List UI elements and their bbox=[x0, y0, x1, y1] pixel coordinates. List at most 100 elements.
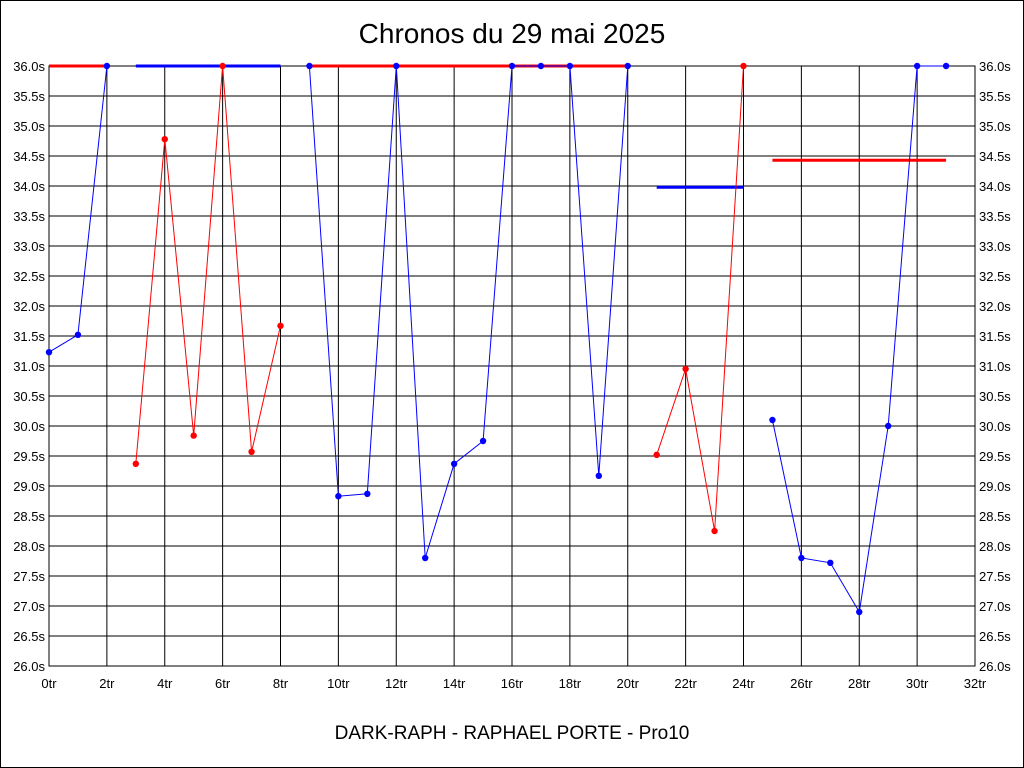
x-tick-label: 2tr bbox=[99, 676, 115, 691]
data-point bbox=[335, 493, 342, 500]
y-tick-label-left: 31.0s bbox=[13, 359, 45, 374]
y-tick-label-left: 32.0s bbox=[13, 299, 45, 314]
data-point bbox=[624, 62, 631, 70]
y-tick-label-right: 28.5s bbox=[979, 509, 1011, 524]
x-tick-label: 16tr bbox=[501, 676, 524, 691]
grid bbox=[48, 65, 976, 667]
y-axis-right: 26.0s 26.5s 27.0s 27.5s 28.0s 28.5s 29.0s 29.5s… bbox=[979, 59, 1011, 674]
data-point bbox=[740, 62, 747, 70]
x-tick-label: 20tr bbox=[617, 676, 640, 691]
x-tick-label: 6tr bbox=[215, 676, 231, 691]
y-tick-label-right: 35.0s bbox=[979, 119, 1011, 134]
series-lines bbox=[48, 65, 947, 614]
y-tick-label-right: 34.0s bbox=[979, 179, 1011, 194]
y-tick-label-left: 35.0s bbox=[13, 119, 45, 134]
series-line bbox=[656, 65, 744, 532]
y-tick-label-left: 31.5s bbox=[13, 329, 45, 344]
y-tick-label-right: 36.0s bbox=[979, 59, 1011, 74]
x-tick-label: 30tr bbox=[906, 676, 929, 691]
y-tick-label-right: 26.5s bbox=[979, 629, 1011, 644]
y-tick-label-right: 27.5s bbox=[979, 569, 1011, 584]
y-tick-label-left: 36.0s bbox=[13, 59, 45, 74]
x-tick-label: 14tr bbox=[443, 676, 466, 691]
data-point bbox=[595, 472, 603, 479]
data-point bbox=[913, 62, 921, 70]
x-tick-label: 4tr bbox=[157, 676, 173, 691]
y-tick-label-left: 34.0s bbox=[13, 179, 45, 194]
data-point bbox=[219, 62, 226, 70]
data-point bbox=[306, 62, 313, 70]
data-point bbox=[653, 451, 660, 458]
data-point bbox=[277, 322, 284, 329]
data-point bbox=[884, 422, 892, 430]
x-tick-label: 8tr bbox=[273, 676, 289, 691]
x-tick-label: 32tr bbox=[964, 676, 987, 691]
x-tick-label: 0tr bbox=[41, 676, 57, 691]
y-tick-label-left: 35.5s bbox=[13, 89, 45, 104]
x-tick-label: 26tr bbox=[790, 676, 813, 691]
y-tick-label-left: 29.5s bbox=[13, 449, 45, 464]
data-point bbox=[103, 62, 111, 70]
y-tick-label-right: 29.0s bbox=[979, 479, 1011, 494]
average-lines bbox=[49, 64, 947, 189]
y-tick-label-right: 35.5s bbox=[979, 89, 1011, 104]
data-point bbox=[74, 331, 82, 338]
data-point bbox=[566, 62, 574, 70]
data-point bbox=[682, 365, 689, 373]
x-tick-label: 24tr bbox=[732, 676, 755, 691]
data-point bbox=[450, 460, 458, 467]
x-tick-label: 22tr bbox=[674, 676, 697, 691]
data-point bbox=[798, 554, 805, 562]
data-point bbox=[508, 62, 516, 70]
y-tick-label-right: 30.0s bbox=[979, 419, 1011, 434]
x-tick-label: 10tr bbox=[327, 676, 350, 691]
series-line bbox=[308, 65, 629, 559]
y-tick-label-right: 33.0s bbox=[979, 239, 1011, 254]
y-tick-label-right: 29.5s bbox=[979, 449, 1011, 464]
y-tick-label-left: 28.0s bbox=[13, 539, 45, 554]
y-tick-label-left: 26.5s bbox=[13, 629, 45, 644]
data-point bbox=[248, 448, 255, 455]
y-tick-label-right: 26.0s bbox=[979, 659, 1011, 674]
y-tick-label-right: 34.5s bbox=[979, 149, 1011, 164]
y-tick-label-left: 28.5s bbox=[13, 509, 45, 524]
data-point bbox=[856, 608, 863, 616]
x-tick-label: 18tr bbox=[559, 676, 582, 691]
y-tick-label-right: 31.0s bbox=[979, 359, 1011, 374]
y-tick-label-left: 33.5s bbox=[13, 209, 45, 224]
y-tick-label-left: 27.5s bbox=[13, 569, 45, 584]
y-tick-label-left: 26.0s bbox=[13, 659, 45, 674]
y-tick-label-right: 28.0s bbox=[979, 539, 1011, 554]
series-line bbox=[48, 65, 108, 353]
data-point bbox=[190, 432, 197, 439]
y-tick-label-right: 27.0s bbox=[979, 599, 1011, 614]
y-tick-label-left: 29.0s bbox=[13, 479, 45, 494]
data-point bbox=[769, 416, 776, 424]
chart-title: Chronos du 29 mai 2025 bbox=[359, 18, 666, 49]
y-tick-label-right: 33.5s bbox=[979, 209, 1011, 224]
series-points bbox=[45, 62, 950, 616]
data-point bbox=[45, 349, 53, 356]
data-point bbox=[537, 62, 545, 70]
y-tick-label-right: 32.5s bbox=[979, 269, 1011, 284]
y-tick-label-left: 33.0s bbox=[13, 239, 45, 254]
data-point bbox=[711, 527, 718, 535]
y-tick-label-left: 34.5s bbox=[13, 149, 45, 164]
y-tick-label-left: 27.0s bbox=[13, 599, 45, 614]
data-point bbox=[421, 554, 429, 562]
y-tick-label-right: 30.5s bbox=[979, 389, 1011, 404]
y-tick-label-left: 30.0s bbox=[13, 419, 45, 434]
y-axis-left: 26.0s 26.5s 27.0s 27.5s 28.0s 28.5s 29.0s 29.5s… bbox=[13, 59, 45, 674]
data-point bbox=[132, 460, 140, 467]
x-axis: 0tr 2tr 4tr 6tr 8tr 10tr 12tr 14tr 16tr 18tr 20tr 2… bbox=[41, 676, 986, 691]
data-point bbox=[393, 62, 400, 70]
y-tick-label-left: 30.5s bbox=[13, 389, 45, 404]
data-point bbox=[479, 437, 487, 445]
data-point bbox=[364, 490, 371, 497]
x-tick-label: 28tr bbox=[848, 676, 871, 691]
x-tick-label: 12tr bbox=[385, 676, 408, 691]
chart-footer: DARK-RAPH - RAPHAEL PORTE - Pro10 bbox=[335, 723, 690, 744]
series-line bbox=[135, 65, 281, 464]
data-point bbox=[827, 559, 834, 566]
